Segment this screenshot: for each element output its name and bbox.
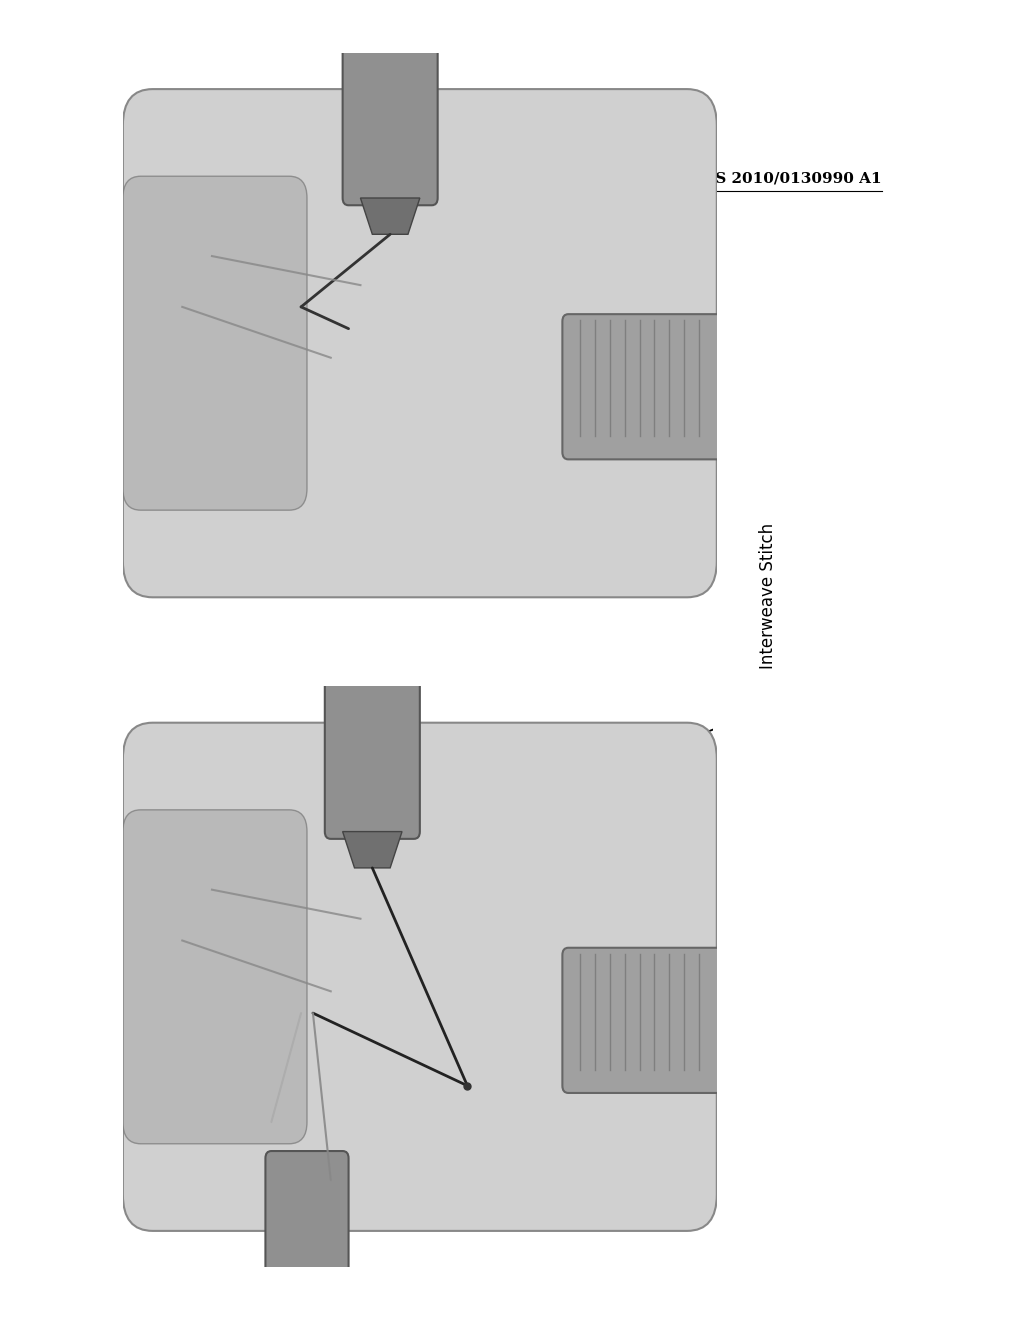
FancyBboxPatch shape bbox=[343, 45, 437, 205]
Text: May 27, 2010  Sheet 38 of 50: May 27, 2010 Sheet 38 of 50 bbox=[400, 172, 649, 186]
FancyBboxPatch shape bbox=[325, 678, 420, 840]
Polygon shape bbox=[360, 198, 420, 235]
Text: FIG. 61B: FIG. 61B bbox=[699, 381, 719, 463]
Text: Interweave Stitch: Interweave Stitch bbox=[759, 523, 777, 668]
Text: US 2010/0130990 A1: US 2010/0130990 A1 bbox=[702, 172, 882, 186]
FancyBboxPatch shape bbox=[123, 722, 717, 1230]
FancyBboxPatch shape bbox=[562, 314, 723, 459]
Text: FIG. 61A: FIG. 61A bbox=[699, 727, 719, 809]
Text: Patent Application Publication: Patent Application Publication bbox=[168, 172, 430, 186]
FancyBboxPatch shape bbox=[123, 88, 717, 597]
FancyBboxPatch shape bbox=[123, 809, 307, 1143]
FancyBboxPatch shape bbox=[562, 948, 723, 1093]
FancyBboxPatch shape bbox=[123, 177, 307, 511]
FancyBboxPatch shape bbox=[265, 1151, 348, 1275]
Polygon shape bbox=[343, 832, 402, 869]
